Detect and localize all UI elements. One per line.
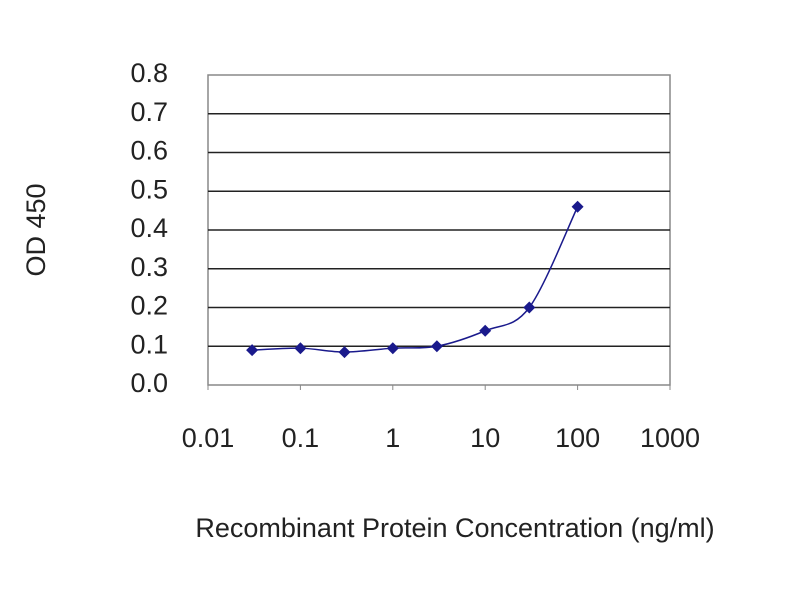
y-tick-label: 0.2 [130,291,168,321]
data-point [523,301,536,314]
y-tick-label: 0.8 [130,58,168,88]
y-tick-label: 0.7 [130,97,168,127]
data-point [430,340,443,353]
y-tick-label: 0.1 [130,329,168,359]
x-tick-label: 1 [385,423,400,453]
x-tick-label: 100 [555,423,600,453]
x-axis-label: Recombinant Protein Concentration (ng/ml… [195,513,714,543]
data-point [246,344,259,357]
data-point [479,324,492,337]
x-tick-label: 10 [470,423,500,453]
y-tick-label: 0.5 [130,174,168,204]
data-point [571,200,584,213]
y-tick-label: 0.0 [130,368,168,398]
y-tick-label: 0.6 [130,136,168,166]
x-tick-label: 1000 [640,423,700,453]
x-tick-label: 0.01 [182,423,235,453]
y-tick-label: 0.3 [130,252,168,282]
y-tick-label: 0.4 [130,213,168,243]
data-point [294,342,307,355]
data-point [338,346,351,359]
data-point [386,342,399,355]
x-tick-label: 0.1 [282,423,320,453]
y-axis-label: OD 450 [21,183,51,276]
